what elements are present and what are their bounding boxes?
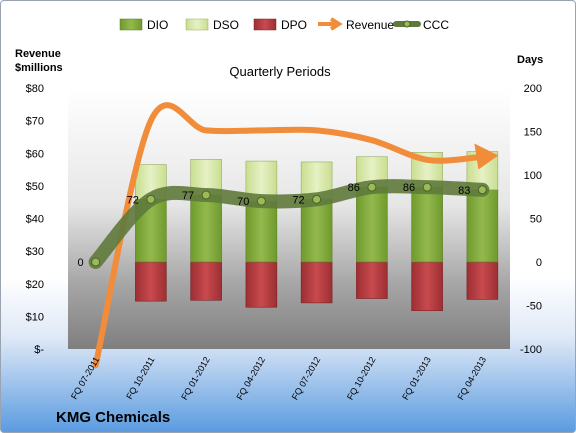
left-tick-label: $50	[26, 181, 44, 193]
legend-swatch-dpo	[253, 18, 277, 31]
dpo-bar	[411, 261, 443, 312]
company-name: KMG Chemicals	[56, 409, 170, 426]
ccc-data-label: 77	[182, 190, 194, 202]
x-tick-label: FQ 04-2013	[455, 355, 488, 402]
left-tick-label: $30	[26, 246, 44, 258]
right-tick-label: 0	[536, 257, 542, 269]
bars	[135, 151, 499, 312]
legend-swatch-dso	[185, 18, 209, 31]
x-tick-label: FQ 10-2011	[124, 355, 156, 401]
right-tick-label: -50	[526, 301, 542, 313]
dpo-bar	[190, 261, 222, 301]
x-tick-label: FQ 07-2012	[290, 355, 323, 402]
right-axis-ticks: -100 -50 0 50 100 150 200	[520, 83, 542, 356]
x-tick-label: FQ 01-2012	[179, 355, 212, 402]
legend-swatch-ccc-marker	[403, 20, 411, 28]
x-tick-label: FQ 04-2012	[234, 355, 267, 402]
left-tick-label: $-	[34, 344, 44, 356]
dio-bar	[466, 189, 499, 263]
ccc-data-label: 0	[78, 257, 84, 269]
chart-title: Quarterly Periods	[229, 64, 331, 79]
left-axis-title-line2: $millions	[15, 62, 63, 74]
right-tick-label: 200	[524, 83, 542, 95]
x-axis-labels: FQ 07-2011 FQ 10-2011 FQ 01-2012 FQ 04-2012…	[69, 355, 488, 402]
left-axis-title-line1: Revenue	[15, 48, 61, 60]
ccc-data-label: 72	[127, 194, 139, 206]
dpo-bar	[466, 261, 499, 300]
dio-bar	[300, 199, 333, 263]
right-tick-label: -100	[520, 344, 542, 356]
legend-label-dio: DIO	[147, 18, 168, 32]
left-tick-label: $20	[26, 279, 44, 291]
ccc-point	[312, 194, 322, 204]
ccc-point	[422, 182, 432, 192]
ccc-point	[477, 185, 487, 195]
dio-bar	[245, 200, 278, 263]
dpo-bar	[300, 261, 333, 304]
ccc-point	[201, 190, 211, 200]
x-tick-label: FQ 10-2012	[345, 355, 378, 402]
ccc-point	[91, 257, 101, 267]
left-tick-label: $80	[26, 83, 44, 95]
revenue-line	[92, 102, 480, 369]
x-tick-label: FQ 07-2011	[69, 355, 101, 401]
legend-label-revenue: Revenue	[346, 18, 394, 32]
dpo-bar	[356, 261, 388, 299]
legend-label-dso: DSO	[213, 18, 239, 32]
legend-swatch-dio	[119, 18, 143, 31]
ccc-data-label: 72	[292, 194, 304, 206]
lines: 0 72 77 70 72 86 86 83	[78, 102, 499, 369]
ccc-data-label: 86	[348, 182, 360, 194]
x-tick-label: FQ 01-2013	[400, 355, 433, 402]
legend-label-dpo: DPO	[281, 18, 307, 32]
right-tick-label: 50	[530, 214, 542, 226]
dio-bar	[411, 186, 443, 263]
legend: DIO DSO DPO Revenue CCC	[119, 17, 449, 32]
left-tick-label: $70	[26, 116, 44, 128]
right-tick-label: 150	[524, 127, 542, 139]
dpo-bar	[245, 261, 278, 308]
legend-swatch-revenue	[318, 17, 343, 31]
left-tick-label: $40	[26, 214, 44, 226]
left-tick-label: $60	[26, 148, 44, 160]
left-tick-label: $10	[26, 311, 44, 323]
dio-bar	[356, 186, 388, 263]
ccc-point	[146, 194, 156, 204]
left-axis-ticks: $- $10 $20 $30 $40 $50 $60 $70 $80	[26, 83, 45, 356]
right-tick-label: 100	[524, 170, 542, 182]
ccc-data-label: 83	[458, 185, 470, 197]
ccc-point	[256, 196, 266, 206]
ccc-point	[367, 182, 377, 192]
dio-bar	[190, 194, 222, 263]
ccc-data-label: 86	[403, 182, 415, 194]
dpo-bar	[135, 261, 167, 302]
revenue-arrowhead	[474, 143, 499, 170]
legend-label-ccc: CCC	[423, 18, 449, 32]
ccc-data-label: 70	[237, 196, 249, 208]
right-axis-title: Days	[517, 54, 543, 66]
